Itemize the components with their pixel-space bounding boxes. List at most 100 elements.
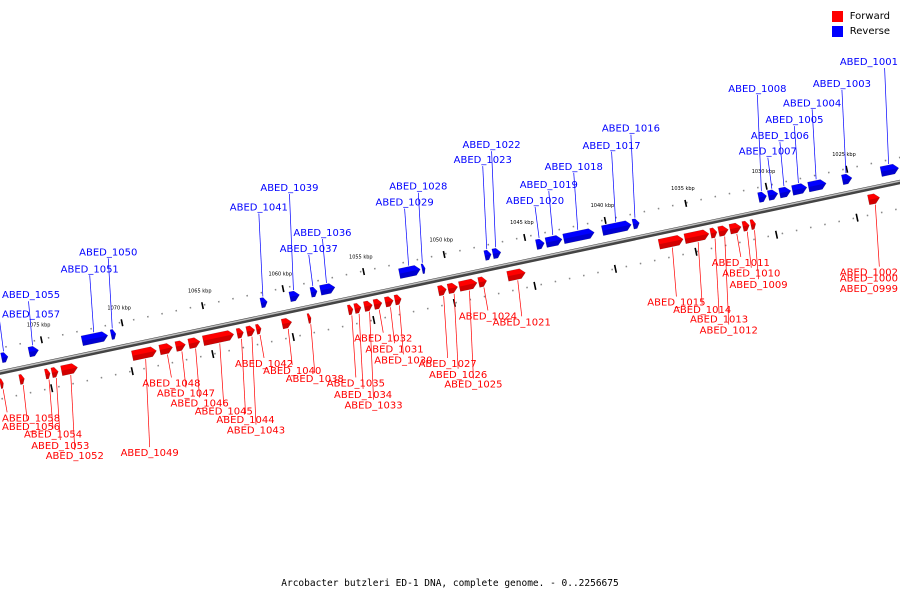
label-leaders [0, 67, 889, 450]
ruler-tick [855, 213, 859, 222]
gene-label-ABED_1025: ABED_1025 [444, 380, 502, 391]
leader-line [779, 142, 785, 187]
ruler-tick [694, 247, 698, 256]
leader-line [724, 236, 730, 325]
gene-arrow-ABED_1026 [446, 282, 459, 295]
gene-shade [742, 225, 750, 232]
ruler-tick [603, 216, 607, 224]
gene-shade [808, 183, 827, 192]
gene-label-ABED_1055: ABED_1055 [2, 290, 60, 301]
ruler-tick [362, 267, 366, 276]
gene-label-ABED_1007: ABED_1007 [739, 147, 797, 158]
gene-label-ABED_1016: ABED_1016 [602, 124, 660, 135]
leader-line [0, 321, 4, 352]
gene-label-ABED_1031: ABED_1031 [365, 344, 423, 355]
leader-line [258, 213, 264, 297]
ruler-tick [211, 350, 215, 359]
gene-shade [459, 282, 478, 292]
gene-shade [729, 226, 742, 235]
gene-label-ABED_1005: ABED_1005 [765, 115, 823, 126]
gene-arrow-ABED_1052 [60, 363, 78, 376]
gene-label-ABED_1014: ABED_1014 [673, 305, 731, 316]
gene-arrow-ABED_1028 [420, 263, 426, 275]
leader-line [517, 280, 523, 317]
gene-arrow-ABED_1003 [841, 173, 853, 186]
leader-line [736, 233, 742, 257]
gene-arrow-ABED_1031 [383, 296, 394, 308]
gene-arrow-ABED_1053 [50, 367, 59, 378]
leader-line [548, 191, 554, 236]
gene-label-ABED_1026: ABED_1026 [429, 370, 487, 381]
gene-arrow-ABED_1001 [879, 163, 900, 177]
ruler-label: 1055 kbp [349, 254, 373, 260]
gene-shade [421, 268, 426, 274]
gene-arrow-ABED_1025 [458, 278, 478, 292]
gene-label-ABED_1032: ABED_1032 [354, 334, 412, 345]
gene-label-ABED_1049: ABED_1049 [121, 448, 179, 459]
gene-arrow-ABED_1045 [201, 330, 235, 346]
gene-label-ABED_1027: ABED_1027 [419, 359, 477, 370]
gene-label-ABED_1034: ABED_1034 [334, 390, 392, 401]
leader-line [22, 384, 28, 422]
gene-arrow-ABED_1048 [158, 343, 173, 356]
gene-label-ABED_1033: ABED_1033 [344, 401, 402, 412]
leader-line [167, 354, 172, 378]
gene-shade [868, 197, 880, 205]
gene-label-ABED_1017: ABED_1017 [583, 141, 641, 152]
gene-arrow-ABED_1008 [757, 191, 767, 203]
leader-line [884, 67, 889, 164]
gene-label-ABED_1056: ABED_1056 [2, 422, 60, 433]
ruler-tick [120, 319, 124, 327]
gene-shade [632, 222, 640, 230]
gene-arrow-ABED_1051 [80, 331, 109, 347]
gene-arrow-ABED_1021 [506, 268, 526, 282]
gene-arrow-ABED_1030 [393, 294, 402, 306]
legend-item-forward: Forward [831, 9, 890, 24]
gene-shade [448, 286, 458, 294]
gene-arrow-ABED_1006 [778, 186, 792, 199]
gene-shade [492, 252, 501, 259]
gene-label-ABED_0999: ABED_0999 [840, 284, 898, 295]
gene-arrow-ABED_1005 [791, 183, 808, 196]
gene-shade [758, 195, 767, 203]
leader-line [308, 254, 314, 286]
gene-shade [779, 190, 791, 199]
leader-line [48, 379, 54, 429]
gene-shade [307, 317, 312, 324]
gene-label-ABED_1006: ABED_1006 [751, 131, 809, 142]
gene-label-ABED_1019: ABED_1019 [520, 180, 578, 191]
ruler-tick [523, 233, 527, 242]
gene-arrow-ABED_1043 [245, 325, 256, 337]
gene-shade [111, 333, 116, 340]
gene-shade [684, 233, 709, 244]
ruler-label: 1075 kbp [27, 323, 51, 329]
gene-arrow-ABED_1019 [544, 235, 563, 248]
leader-line [181, 351, 187, 388]
leader-line [259, 334, 265, 358]
gene-label-ABED_1011: ABED_1011 [712, 258, 770, 269]
gene-label-ABED_1024: ABED_1024 [459, 311, 517, 322]
gene-arrow-ABED_1011 [728, 222, 742, 235]
gene-shade [260, 301, 268, 308]
gene-label-ABED_1036: ABED_1036 [293, 228, 351, 239]
leader-line [874, 204, 880, 267]
gene-label-ABED_1001: ABED_1001 [840, 57, 898, 68]
gene-label-ABED_1047: ABED_1047 [157, 388, 215, 399]
leader-line [482, 166, 488, 250]
gene-label-ABED_1021: ABED_1021 [493, 317, 551, 328]
gene-arrow-ABED_1023 [483, 249, 492, 261]
gene-arrow-ABED_1029 [398, 265, 421, 279]
gene-shade [310, 291, 318, 298]
leader-line [107, 258, 113, 329]
gene-arrow-ABED_1035 [346, 304, 354, 316]
gene-shade [51, 371, 59, 378]
gene-shade [507, 272, 526, 282]
gene-arrow-ABED_1055 [27, 345, 39, 358]
gene-arrow-ABED_1014 [683, 229, 710, 244]
ruler-tick [764, 182, 768, 190]
reverse-swatch [831, 26, 843, 37]
gene-arrows [0, 163, 900, 390]
gene-label-ABED_1015: ABED_1015 [647, 298, 705, 309]
leader-line [757, 94, 762, 191]
